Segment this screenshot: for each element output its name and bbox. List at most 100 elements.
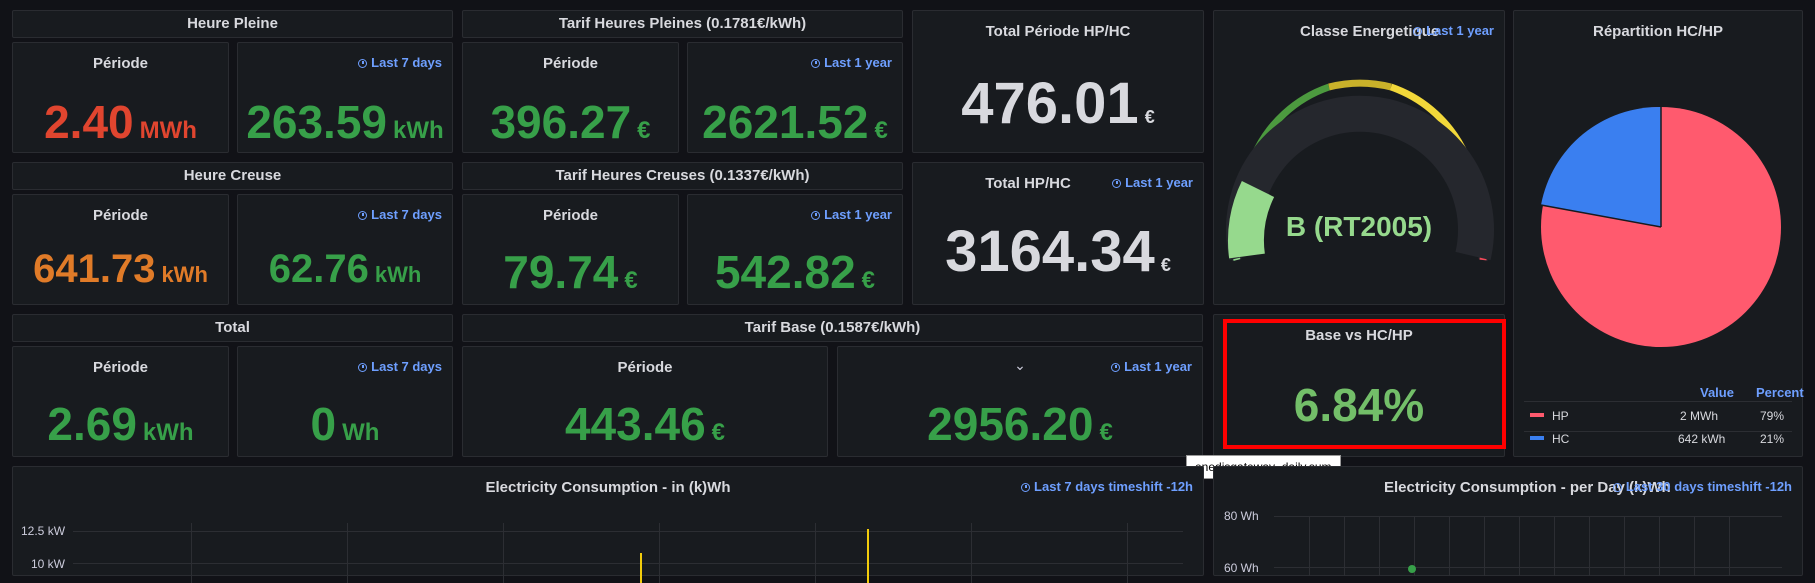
stat-value: 476.01 € (913, 75, 1203, 133)
tot-7d-panel: Last 7 days 0 Wh (237, 346, 453, 457)
value: 542.82 (714, 246, 856, 298)
value: 2.40 (44, 96, 134, 148)
time-range[interactable]: Last 1 year (1111, 359, 1192, 374)
consumption-chart-panel: Electricity Consumption - in (k)Wh Last … (12, 466, 1204, 583)
time-range[interactable]: Last 7 days (358, 55, 442, 70)
y-tick: 10 kW (31, 557, 66, 571)
total-periode-hphc-panel: Total Période HP/HC 476.01 € (912, 10, 1204, 153)
time-range-label: Last 7 days (371, 359, 442, 374)
stat-value: 2.40 MWh (13, 99, 228, 145)
legend-percent: 79% (1760, 409, 1785, 423)
stat-value: 2.69 kWh (13, 401, 228, 447)
legend-color-hc (1530, 436, 1544, 440)
legend-percent: 21% (1760, 432, 1785, 446)
clock-icon (358, 363, 368, 372)
clock-icon (1612, 483, 1622, 492)
clock-icon (1112, 179, 1122, 188)
value: 0 (310, 398, 337, 450)
value: 263.59 (246, 96, 388, 148)
panel-title: Période (92, 207, 149, 224)
thc-1y-panel: Last 1 year 542.82 € (687, 194, 903, 305)
value: 641.73 (33, 247, 156, 291)
clock-icon (811, 59, 821, 68)
time-range[interactable]: Last 7 days timeshift -12h (1021, 479, 1193, 494)
unit: € (637, 117, 651, 144)
chart-bar[interactable] (867, 529, 869, 583)
panel-title: Période (542, 207, 599, 224)
unit: € (711, 419, 726, 446)
chart-bar[interactable] (640, 553, 642, 583)
time-range-label: Last 1 year (1125, 175, 1193, 190)
legend-header-percent[interactable]: Percent (1756, 385, 1804, 400)
panel-title: Période (617, 359, 673, 376)
row-tarif-hc[interactable]: Tarif Heures Creuses (0.1337€/kWh) (462, 162, 903, 190)
time-range[interactable]: Last 1 year (811, 207, 892, 222)
stat-value: 79.74 € (463, 249, 678, 295)
hc-periode-panel: Période 641.73 kWh (12, 194, 229, 305)
legend-name: HP (1552, 409, 1569, 423)
value: 6.84% (1293, 379, 1425, 431)
unit: € (624, 267, 638, 294)
pie-chart (1540, 106, 1781, 347)
unit: € (1144, 107, 1155, 127)
thc-periode-panel: Période 79.74 € (462, 194, 679, 305)
row-heure-pleine[interactable]: Heure Pleine (12, 10, 453, 38)
row-total[interactable]: Total (12, 314, 453, 342)
value: 3164.34 (945, 219, 1155, 284)
time-range-label: Last 1 year (824, 55, 892, 70)
row-tarif-hp[interactable]: Tarif Heures Pleines (0.1781€/kWh) (462, 10, 903, 38)
time-range[interactable]: Last 30 days timeshift -12h (1612, 479, 1792, 494)
panel-title: Répartition HC/HP (1592, 23, 1723, 40)
row-tarif-base[interactable]: Tarif Base (0.1587€/kWh) (462, 314, 1203, 342)
stat-value: 2956.20 € (838, 401, 1202, 447)
panel-menu-chevron-icon[interactable]: ⌄ (1014, 357, 1026, 373)
stat-value: 396.27 € (463, 99, 678, 145)
time-range[interactable]: Last 7 days (358, 359, 442, 374)
pie-slice-hc[interactable] (1541, 106, 1661, 227)
time-range-label: Last 7 days (371, 55, 442, 70)
stat-value: 62.76 kWh (238, 249, 452, 289)
value: 2.69 (47, 398, 137, 450)
tb-1y-panel: ⌄ Last 1 year 2956.20 € (837, 346, 1203, 457)
gauge (1226, 79, 1494, 262)
value: 79.74 (503, 246, 619, 298)
unit: € (1099, 419, 1113, 446)
chart-point[interactable] (1408, 565, 1416, 573)
base-vs-hchp-panel: Base vs HC/HP 6.84% (1213, 314, 1505, 457)
y-tick: 80 Wh (1224, 509, 1259, 523)
panel-title: Total HP/HC (985, 175, 1071, 192)
hp-7d-panel: Last 7 days 263.59 kWh (237, 42, 453, 153)
time-range-label: Last 7 days (371, 207, 442, 222)
row-heure-creuse[interactable]: Heure Creuse (12, 162, 453, 190)
clock-icon (358, 211, 368, 220)
unit: kWh (142, 419, 194, 446)
time-range[interactable]: Last 7 days (358, 207, 442, 222)
highlight-box (1223, 319, 1506, 449)
unit: Wh (342, 419, 380, 446)
stat-value: 443.46 € (463, 401, 827, 447)
legend-row-hp[interactable]: HP 2 MWh 79% (1530, 409, 1794, 423)
panel-title: Période (92, 359, 149, 376)
y-tick: 12.5 kW (21, 524, 66, 538)
clock-icon (1413, 27, 1423, 36)
top-edge (0, 0, 1815, 3)
panel-title: Période (542, 55, 599, 72)
stat-value: 3164.34 € (913, 223, 1203, 281)
unit: € (874, 117, 888, 144)
unit: € (861, 267, 876, 294)
time-range[interactable]: Last 1 year (1413, 23, 1494, 38)
hc-7d-panel: Last 7 days 62.76 kWh (237, 194, 453, 305)
legend-color-hp (1530, 413, 1544, 417)
hp-periode-panel: Période 2.40 MWh (12, 42, 229, 153)
legend-header-value[interactable]: Value (1700, 385, 1734, 400)
value: 396.27 (490, 96, 632, 148)
y-tick: 60 Wh (1224, 561, 1259, 575)
panel-title: Total Période HP/HC (985, 23, 1131, 40)
panel-title: Classe Energetique (1300, 23, 1440, 40)
total-hphc-panel: Total HP/HC Last 1 year 3164.34 € (912, 162, 1204, 305)
stat-value: 263.59 kWh (238, 99, 452, 145)
clock-icon (358, 59, 368, 68)
time-range[interactable]: Last 1 year (1112, 175, 1193, 190)
legend-row-hc[interactable]: HC 642 kWh 21% (1530, 432, 1794, 446)
time-range[interactable]: Last 1 year (811, 55, 892, 70)
